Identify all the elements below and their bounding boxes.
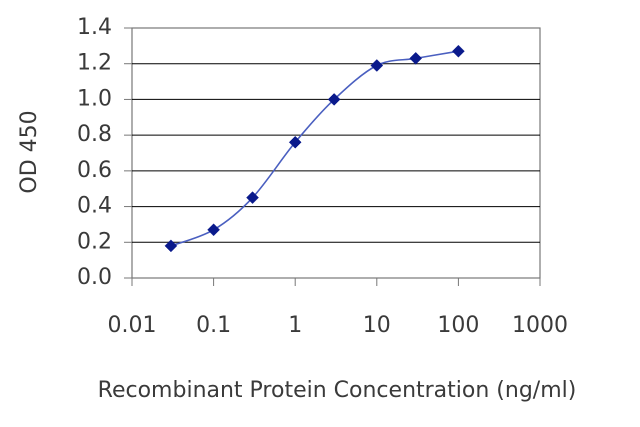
data-point	[452, 44, 465, 58]
data-point	[370, 59, 384, 72]
y-tick-label: 1.0	[77, 86, 112, 111]
x-tick-label: 0.1	[196, 313, 231, 338]
gridlines	[132, 63, 540, 243]
y-tick-label: 0.8	[77, 122, 112, 147]
series-layer	[164, 44, 465, 253]
data-point	[409, 52, 423, 65]
data-point	[327, 93, 341, 106]
series-line	[170, 50, 459, 247]
x-tick-label: 0.01	[108, 313, 157, 338]
y-tick-label: 0.6	[77, 158, 112, 183]
x-axis-label: Recombinant Protein Concentration (ng/ml…	[98, 378, 577, 403]
y-tick-label: 0.4	[77, 194, 112, 219]
x-tick-label: 10	[363, 313, 391, 338]
y-tick-label: 0.0	[77, 265, 112, 290]
x-tick-label: 100	[437, 313, 479, 338]
x-tick-label: 1	[288, 313, 302, 338]
data-point	[288, 135, 302, 149]
plot-frame	[131, 27, 541, 279]
plot-border	[131, 27, 541, 279]
data-point	[164, 239, 178, 253]
x-tick-label: 1000	[512, 313, 568, 338]
y-axis-label: OD 450	[17, 110, 42, 193]
data-point	[246, 191, 259, 204]
x-axis-ticks: 0.01 0.1 1 10 100 1000	[108, 278, 568, 338]
y-tick-label: 0.2	[77, 229, 112, 254]
data-point	[207, 223, 220, 237]
y-tick-label: 1.4	[77, 15, 112, 40]
y-tick-label: 1.2	[77, 51, 112, 76]
y-axis-ticks: 0.0 0.2 0.4 0.6 0.8 1.0 1.2 1.4	[77, 15, 132, 290]
